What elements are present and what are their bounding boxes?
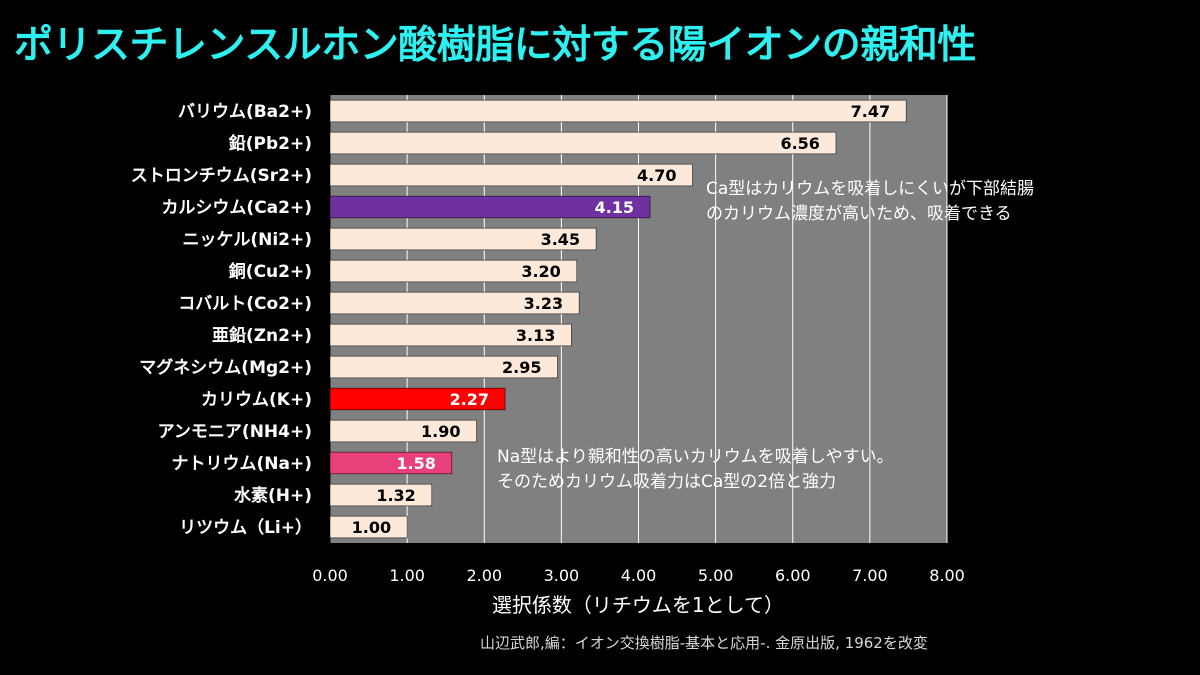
annotation-line: のカリウム濃度が高いため、吸着できる (706, 204, 1012, 224)
annotation-line: Ca型はカリウムを吸着しにくいが下部結腸 (706, 179, 1034, 199)
category-label: アンモニア(NH4+) (158, 422, 312, 442)
bar (329, 291, 580, 315)
source-note: 山辺武郎,編：イオン交換樹脂-基本と応用-. 金原出版, 1962を改変 (480, 634, 928, 652)
category-label: リツウム（Li+） (179, 517, 312, 538)
bar-value-label: 2.27 (450, 390, 489, 409)
bar-value-label: 1.32 (376, 486, 415, 505)
x-axis-label: 選択係数（リチウムを1として） (492, 593, 784, 617)
category-label: ストロンチウム(Sr2+) (131, 166, 312, 186)
annotation-2: Na型はより親和性の高いカリウムを吸着しやすい。そのためカリウム吸着力はCa型の… (497, 447, 894, 492)
bar-value-label: 3.45 (541, 230, 580, 249)
bar (329, 387, 506, 411)
category-label: 水素(H+) (234, 485, 312, 506)
x-tick-label: 5.00 (698, 566, 734, 585)
annotation-line: そのためカリウム吸着力はCa型の2倍と強力 (497, 472, 836, 492)
bar (329, 259, 578, 283)
bar (329, 195, 651, 219)
category-label: ニッケル(Ni2+) (182, 230, 312, 250)
category-label: コバルト(Co2+) (178, 294, 312, 314)
bar-value-label: 1.58 (396, 454, 435, 473)
bar-value-label: 7.47 (851, 102, 890, 121)
x-tick-label: 6.00 (775, 566, 811, 585)
category-label: バリウム(Ba2+) (178, 102, 312, 122)
category-label: マグネシウム(Mg2+) (139, 357, 312, 378)
x-tick-label: 0.00 (312, 566, 348, 585)
category-label: 亜鉛(Zn2+) (212, 325, 312, 346)
bar-value-label: 4.15 (595, 198, 634, 217)
bar-value-label: 3.20 (521, 262, 560, 281)
annotation-line: Na型はより親和性の高いカリウムを吸着しやすい。 (497, 447, 894, 467)
x-tick-label: 8.00 (929, 566, 965, 585)
x-tick-labels: 0.00 1.00 2.00 3.00 4.00 5.00 6.00 7.00 8.00 (312, 566, 965, 585)
slide-title: ポリスチレンスルホン酸樹脂に対する陽イオンの親和性 (14, 23, 976, 68)
bar (329, 131, 837, 155)
bar (329, 355, 558, 379)
category-label: カリウム(K+) (201, 390, 312, 410)
bar-value-label: 2.95 (502, 358, 541, 377)
bar-value-label: 6.56 (780, 134, 819, 153)
category-label: 銅(Cu2+) (229, 261, 312, 282)
x-tick-label: 7.00 (852, 566, 888, 585)
bar (329, 323, 572, 347)
bar-value-label: 1.00 (352, 518, 391, 537)
gridlines (329, 95, 948, 543)
bar (329, 483, 433, 507)
bar (329, 163, 693, 187)
x-tick-label: 3.00 (544, 566, 580, 585)
bars: 7.47 6.56 4.704.15 3.45 3.20 3.23 3.13 2.95 2.27… (329, 99, 907, 539)
bar-value-label: 4.70 (637, 166, 676, 185)
bar (329, 99, 907, 123)
category-labels: バリウム(Ba2+) 鉛(Pb2+) ストロンチウム(Sr2+) カルシウム(Ca2+… (131, 102, 312, 538)
category-label: カルシウム(Ca2+) (161, 198, 312, 218)
bar-value-label: 1.90 (421, 422, 460, 441)
bar (329, 419, 477, 443)
category-label: ナトリウム(Na+) (172, 454, 312, 474)
category-label: 鉛(Pb2+) (229, 133, 312, 154)
bar (329, 515, 408, 539)
bar-value-label: 3.23 (524, 294, 563, 313)
x-tick-label: 1.00 (389, 566, 425, 585)
bar (329, 227, 597, 251)
bar (329, 451, 453, 475)
x-tick-label: 2.00 (466, 566, 502, 585)
bar-value-label: 3.13 (516, 326, 555, 345)
x-tick-label: 4.00 (621, 566, 657, 585)
